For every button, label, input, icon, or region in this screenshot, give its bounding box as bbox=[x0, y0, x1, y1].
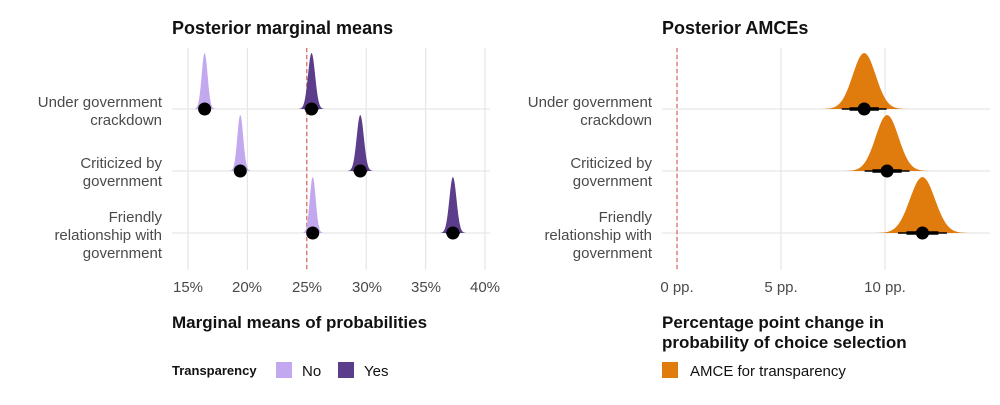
left-category-label-criticized-line-2: government bbox=[83, 173, 163, 190]
legend-label-yes: Yes bbox=[364, 363, 388, 380]
right-category-label-criticized-line-2: government bbox=[573, 173, 653, 190]
legend-swatch-amce bbox=[662, 362, 678, 378]
right-category-label-friendly-line-1: Friendly bbox=[599, 209, 653, 226]
right-category-label-crackdown-line-1: Under government bbox=[528, 94, 653, 111]
legend-swatch-yes bbox=[338, 362, 354, 378]
right-category-label-crackdown-line-2: crackdown bbox=[580, 112, 652, 129]
right-x-tick-label-5: 5 pp. bbox=[764, 279, 797, 296]
left-point-yes-friendly bbox=[446, 226, 460, 240]
right-density-amce-for-transparency-criticized bbox=[841, 115, 933, 171]
left-point-no-criticized bbox=[233, 164, 247, 178]
grid-layer bbox=[172, 48, 990, 270]
legend-label-amce: AMCE for transparency bbox=[690, 363, 846, 380]
right-point-amce-for-transparency-criticized bbox=[880, 164, 894, 178]
left-density-yes-criticized bbox=[346, 115, 375, 171]
left-density-no-criticized bbox=[228, 115, 253, 171]
right-point-amce-for-transparency-crackdown bbox=[857, 102, 871, 116]
right-density-amce-for-transparency-crackdown bbox=[818, 53, 910, 109]
density-layer bbox=[192, 53, 973, 233]
right-x-axis-title-line-1: Percentage point change in bbox=[662, 313, 884, 332]
right-x-tick-label-0: 0 pp. bbox=[660, 279, 693, 296]
legend-title-transparency: Transparency bbox=[172, 363, 257, 378]
left-density-yes-crackdown bbox=[297, 53, 326, 109]
left-category-label-friendly-line-1: Friendly bbox=[109, 209, 163, 226]
left-panel-title: Posterior marginal means bbox=[172, 18, 393, 38]
legend-label-no: No bbox=[302, 363, 321, 380]
right-category-label-friendly-line-2: relationship with bbox=[544, 227, 652, 244]
left-x-tick-label-20: 20% bbox=[232, 279, 262, 296]
right-category-label-friendly-line-3: government bbox=[573, 245, 653, 262]
left-point-no-crackdown bbox=[198, 102, 212, 116]
left-x-axis-title: Marginal means of probabilities bbox=[172, 313, 427, 332]
left-density-yes-friendly bbox=[438, 177, 468, 233]
left-category-label-crackdown-line-2: crackdown bbox=[90, 112, 162, 129]
left-category-label-friendly-line-2: relationship with bbox=[54, 227, 162, 244]
left-x-tick-label-35: 35% bbox=[411, 279, 441, 296]
left-category-label-criticized-line-1: Criticized by bbox=[80, 155, 162, 172]
left-point-yes-crackdown bbox=[305, 102, 319, 116]
left-point-no-friendly bbox=[306, 226, 320, 240]
right-x-axis-title-line-2: probability of choice selection bbox=[662, 333, 907, 352]
left-category-label-crackdown-line-1: Under government bbox=[38, 94, 163, 111]
left-density-no-friendly bbox=[300, 177, 325, 233]
right-density-amce-for-transparency-friendly bbox=[872, 177, 973, 233]
right-x-tick-label-10: 10 pp. bbox=[864, 279, 906, 296]
left-x-tick-label-25: 25% bbox=[292, 279, 322, 296]
left-point-yes-criticized bbox=[353, 164, 367, 178]
right-panel-title: Posterior AMCEs bbox=[662, 18, 808, 38]
right-category-label-criticized-line-1: Criticized by bbox=[570, 155, 652, 172]
left-x-tick-label-40: 40% bbox=[470, 279, 500, 296]
left-x-tick-label-15: 15% bbox=[173, 279, 203, 296]
left-density-no-crackdown bbox=[192, 53, 217, 109]
right-point-amce-for-transparency-friendly bbox=[915, 226, 929, 240]
point-layer bbox=[198, 102, 947, 240]
legend-swatch-no bbox=[276, 362, 292, 378]
left-category-label-friendly-line-3: government bbox=[83, 245, 163, 262]
left-x-tick-label-30: 30% bbox=[352, 279, 382, 296]
